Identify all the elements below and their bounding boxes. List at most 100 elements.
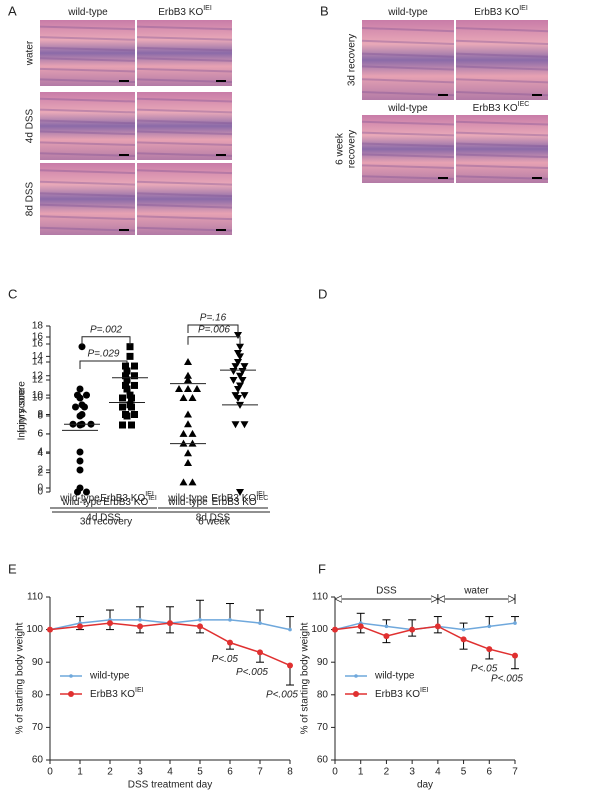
tissue-stripe [39,46,136,52]
tissue-stripe [39,141,136,147]
tissue-stripe [136,36,233,41]
point [487,624,492,629]
legend-marker [354,674,358,678]
tissue-stripe [39,57,136,62]
dot [83,391,90,399]
x-tick-label: 7 [512,767,518,778]
point [461,627,466,632]
significance-label: P<.005 [266,690,298,701]
y-tick-label: 90 [317,657,329,668]
y-tick-label: 100 [311,624,328,635]
group-label: 6 week [198,517,231,528]
dot [131,381,138,389]
tissue-stripe [361,39,455,45]
tissue-stripe [136,97,233,103]
micrograph [40,20,135,86]
significance-label: P<.05 [212,654,239,665]
y-tick-label: 2 [37,465,43,476]
column-header: ErbB3 KOIEI [158,5,212,18]
dot [236,372,244,380]
x-tick-label: 4 [435,767,441,778]
dot [76,466,84,474]
tissue-stripe [39,192,136,198]
point [332,626,338,633]
legend-marker [69,674,73,678]
column-header: ErbB3 KOIEC [473,101,530,114]
group-label: 3d recovery [80,517,132,528]
dot [231,392,240,400]
y-tick-label: 70 [317,722,329,733]
significance-bracket [187,336,241,345]
dot [240,421,249,429]
y-tick-label: 14 [32,357,44,368]
legend-label: wild-type [374,671,415,682]
group-label: 8d DSS [196,513,231,524]
row-label: 3d recovery [347,34,358,86]
significance-label: P=.006 [198,324,230,335]
tissue-stripe [136,67,233,73]
point [287,662,293,669]
tissue-stripe [39,215,136,221]
x-tick-label: 0 [332,767,338,778]
dot [184,385,192,392]
tissue-stripe [39,203,136,209]
tissue-stripe [136,130,233,136]
y-tick-label: 110 [27,592,43,603]
panel-letter: B [320,3,329,18]
tissue-stripe [455,27,549,33]
x-tick-label-text: ErbB3 KO [212,497,257,508]
dot [236,353,244,361]
y-tick-label: 60 [317,755,329,766]
significance-bracket [81,336,131,345]
x-tick-label: 1 [358,767,364,778]
x-axis-label: day [417,780,433,791]
tissue-stripe [361,131,455,137]
row-label: water [25,40,36,66]
dot [131,362,138,370]
y-tick-label: 14 [32,351,44,362]
dot [76,448,84,456]
y-tick-label: 2 [37,467,43,478]
dot [78,411,86,418]
x-axis-label: DSS treatment day [128,780,212,791]
column-header-text: ErbB3 KO [474,7,519,18]
tissue-stripe [455,52,549,58]
dot [184,449,192,457]
tissue-stripe [136,25,233,31]
y-tick-label: 80 [317,689,329,700]
dot [193,385,201,392]
legend-label: ErbB3 KOIEI [90,687,144,700]
dot [72,403,79,411]
dot [128,421,135,429]
dot [74,391,81,399]
y-tick-label: 0 [37,487,43,498]
y-tick-label: 4 [37,448,43,459]
dot [123,367,131,375]
dot [179,478,188,486]
x-tick-label: wild-type [59,493,100,504]
y-tick-label: 12 [32,375,44,386]
tissue-stripe [361,65,455,71]
dot [119,403,126,411]
dot [188,429,197,437]
tissue-stripe [361,52,455,58]
dot [240,363,249,371]
dot [78,343,86,351]
tissue-stripe [455,142,549,148]
dot [126,391,134,399]
panel-letter: A [8,3,17,18]
dot [126,352,134,360]
row-label: recovery [347,130,358,168]
tissue-stripe [136,108,233,114]
column-header-text: ErbB3 KO [158,7,203,18]
x-tick-label: 7 [257,767,263,778]
column-header: ErbB3 KOIEI [474,5,528,18]
x-tick-label: 3 [409,767,415,778]
point [197,623,203,630]
x-tick-label-text: ErbB3 KO [211,493,256,504]
tissue-stripe [455,39,549,45]
series-line [334,625,516,657]
micrograph [137,20,232,86]
x-tick-label-text: wild-type [167,497,208,508]
dot [184,371,192,379]
